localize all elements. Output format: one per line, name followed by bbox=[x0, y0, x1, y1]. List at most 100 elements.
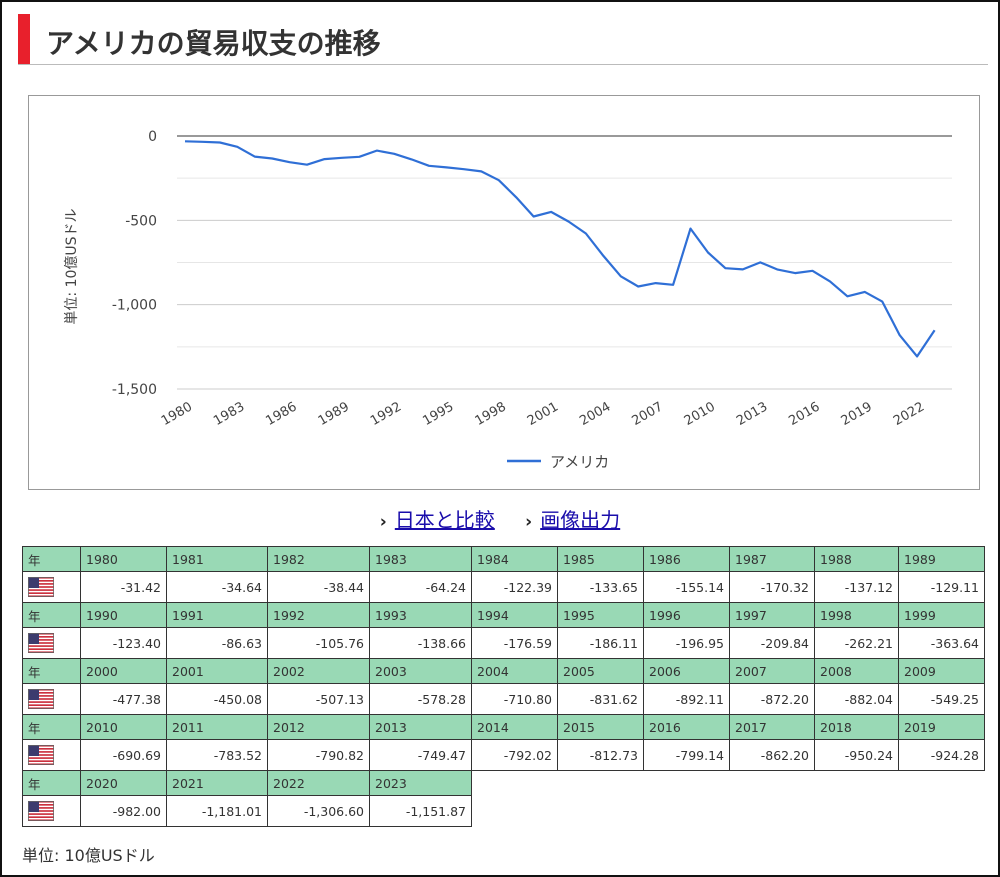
trade-balance-cell: -129.11 bbox=[898, 571, 985, 603]
year-cell: 1989 bbox=[898, 546, 985, 572]
table-year-row: 年 2010 2011 2012 2013 2014 2015 2016 2017 2018 201… bbox=[22, 714, 985, 740]
year-cell: 2001 bbox=[166, 658, 268, 684]
trade-balance-cell: -950.24 bbox=[814, 739, 899, 771]
year-cell: 1981 bbox=[166, 546, 268, 572]
trade-balance-cell: -170.32 bbox=[729, 571, 815, 603]
trade-balance-cell: -924.28 bbox=[898, 739, 985, 771]
export-image-link-label[interactable]: 画像出力 bbox=[540, 508, 621, 532]
y-axis-label: 単位: 10億USドル bbox=[64, 208, 80, 324]
trade-balance-cell: -783.52 bbox=[166, 739, 268, 771]
table-year-row: 年 2020 2021 2022 2023 bbox=[22, 770, 985, 796]
title-section: アメリカの貿易収支の推移 bbox=[18, 14, 988, 65]
year-cell: 1986 bbox=[643, 546, 730, 572]
trade-balance-cell: -872.20 bbox=[729, 683, 815, 715]
year-cell: 2004 bbox=[471, 658, 558, 684]
year-cell: 2021 bbox=[166, 770, 268, 796]
action-links: › 日本と比較 › 画像出力 bbox=[2, 504, 998, 534]
year-cell: 2000 bbox=[80, 658, 167, 684]
us-flag-icon bbox=[28, 689, 54, 709]
year-cell: 2006 bbox=[643, 658, 730, 684]
trade-balance-cell: -38.44 bbox=[267, 571, 370, 603]
legend-label: アメリカ bbox=[550, 453, 609, 471]
compare-japan-link[interactable]: › 日本と比較 bbox=[380, 504, 495, 533]
year-cell: 2003 bbox=[369, 658, 472, 684]
trade-balance-cell: -133.65 bbox=[557, 571, 644, 603]
trade-balance-cell: -982.00 bbox=[80, 795, 167, 827]
y-tick-label: -500 bbox=[125, 213, 157, 229]
year-cell: 1993 bbox=[369, 602, 472, 628]
year-row-header: 年 bbox=[22, 546, 81, 572]
x-tick-label: 1980 bbox=[159, 399, 195, 429]
trade-balance-cell: -123.40 bbox=[80, 627, 167, 659]
year-row-header: 年 bbox=[22, 658, 81, 684]
year-cell: 1995 bbox=[557, 602, 644, 628]
trade-balance-cell: -549.25 bbox=[898, 683, 985, 715]
chevron-right-icon: › bbox=[379, 512, 387, 532]
trade-balance-cell: -831.62 bbox=[557, 683, 644, 715]
x-tick-label: 2019 bbox=[839, 399, 875, 429]
year-cell: 1998 bbox=[814, 602, 899, 628]
trade-balance-cell: -105.76 bbox=[267, 627, 370, 659]
x-tick-label: 2016 bbox=[786, 399, 822, 429]
trade-balance-cell: -137.12 bbox=[814, 571, 899, 603]
y-tick-label: -1,500 bbox=[112, 382, 157, 398]
x-tick-label: 1986 bbox=[263, 399, 299, 429]
title-accent-bar bbox=[18, 14, 30, 64]
trade-balance-cell: -690.69 bbox=[80, 739, 167, 771]
year-cell: 1992 bbox=[267, 602, 370, 628]
trade-balance-cell: -209.84 bbox=[729, 627, 815, 659]
trade-balance-cell: -196.95 bbox=[643, 627, 730, 659]
chart-container: 0 -500 -1,000 -1,500 単位: 10億USドル 1980 1983 1986… bbox=[28, 95, 980, 490]
empty-cell bbox=[730, 771, 815, 796]
x-tick-label: 2001 bbox=[525, 399, 561, 429]
year-cell: 2013 bbox=[369, 714, 472, 740]
x-tick-label: 1995 bbox=[420, 399, 456, 429]
table-year-row: 年 1990 1991 1992 1993 1994 1995 1996 1997 1998 199… bbox=[22, 602, 985, 628]
year-row-header: 年 bbox=[22, 770, 81, 796]
year-cell: 2012 bbox=[267, 714, 370, 740]
year-cell: 1996 bbox=[643, 602, 730, 628]
year-cell: 2016 bbox=[643, 714, 730, 740]
year-cell: 1983 bbox=[369, 546, 472, 572]
empty-cell bbox=[558, 771, 644, 796]
trade-balance-cell: -176.59 bbox=[471, 627, 558, 659]
empty-cell bbox=[644, 796, 730, 827]
table-value-row: -982.00 -1,181.01 -1,306.60 -1,151.87 bbox=[22, 795, 985, 827]
year-cell: 2010 bbox=[80, 714, 167, 740]
trade-balance-cell: -882.04 bbox=[814, 683, 899, 715]
trade-balance-cell: -862.20 bbox=[729, 739, 815, 771]
line-chart: 0 -500 -1,000 -1,500 単位: 10億USドル 1980 1983 1986… bbox=[64, 129, 952, 471]
us-flag-icon bbox=[28, 577, 54, 597]
table-year-row: 年 2000 2001 2002 2003 2004 2005 2006 2007 2008 200… bbox=[22, 658, 985, 684]
trade-balance-cell: -1,306.60 bbox=[267, 795, 370, 827]
year-cell: 2002 bbox=[267, 658, 370, 684]
x-tick-label: 1983 bbox=[211, 399, 247, 429]
trade-balance-cell: -138.66 bbox=[369, 627, 472, 659]
x-tick-label: 2007 bbox=[629, 399, 665, 429]
year-cell: 2007 bbox=[729, 658, 815, 684]
us-flag-cell bbox=[22, 795, 81, 827]
empty-cell bbox=[472, 771, 558, 796]
us-flag-cell bbox=[22, 627, 81, 659]
year-cell: 1999 bbox=[898, 602, 985, 628]
data-table: 年 1980 1981 1982 1983 1984 1985 1986 1987 1988 198… bbox=[22, 546, 985, 827]
year-cell: 2005 bbox=[557, 658, 644, 684]
x-tick-label: 1989 bbox=[316, 399, 352, 429]
trade-balance-cell: -262.21 bbox=[814, 627, 899, 659]
table-value-row: -123.40 -86.63 -105.76 -138.66 -176.59 -186.1… bbox=[22, 627, 985, 659]
year-cell: 1991 bbox=[166, 602, 268, 628]
compare-japan-link-label[interactable]: 日本と比較 bbox=[394, 508, 495, 532]
trade-balance-cell: -122.39 bbox=[471, 571, 558, 603]
year-cell: 1987 bbox=[729, 546, 815, 572]
trade-balance-cell: -792.02 bbox=[471, 739, 558, 771]
year-row-header: 年 bbox=[22, 714, 81, 740]
us-flag-icon bbox=[28, 801, 54, 821]
x-tick-label: 2022 bbox=[891, 399, 927, 429]
year-cell: 2014 bbox=[471, 714, 558, 740]
x-tick-label: 2004 bbox=[577, 399, 613, 429]
us-flag-cell bbox=[22, 571, 81, 603]
table-year-row: 年 1980 1981 1982 1983 1984 1985 1986 1987 1988 198… bbox=[22, 546, 985, 572]
export-image-link[interactable]: › 画像出力 bbox=[525, 504, 620, 533]
year-cell: 1984 bbox=[471, 546, 558, 572]
trade-balance-cell: -34.64 bbox=[166, 571, 268, 603]
